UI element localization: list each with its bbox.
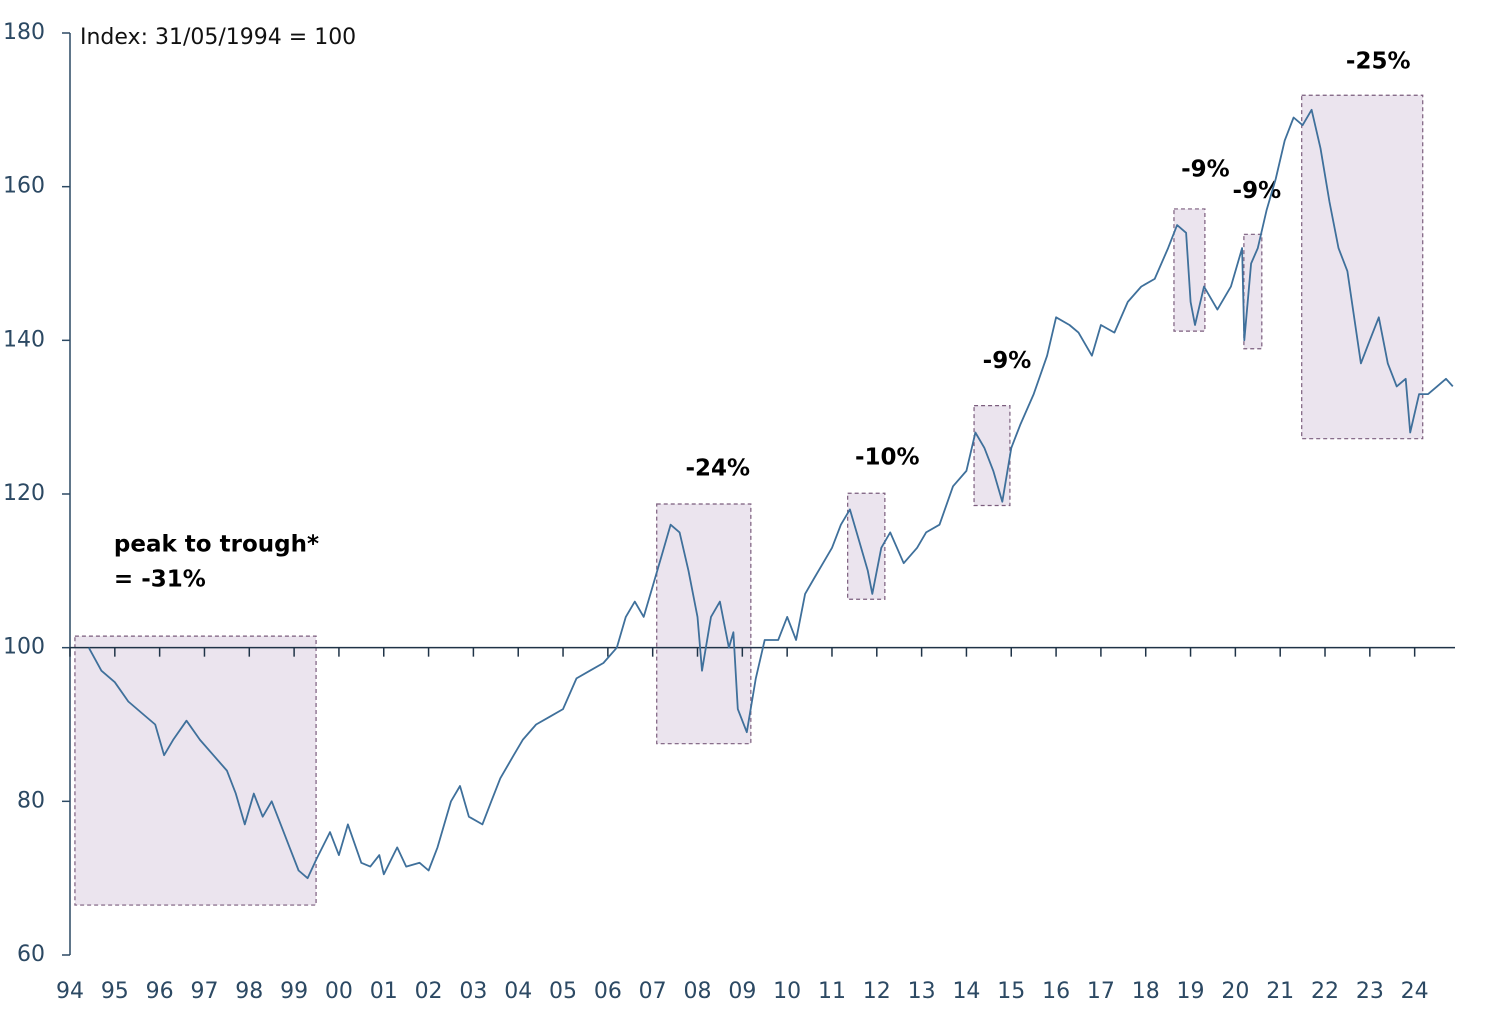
- x-tick-label: 97: [190, 979, 218, 1004]
- x-tick-label: 21: [1266, 979, 1294, 1004]
- x-tick-label: 98: [235, 979, 263, 1004]
- y-tick-label: 100: [3, 635, 45, 660]
- drawdown-label: -9%: [1181, 156, 1230, 182]
- x-tick-label: 18: [1132, 979, 1160, 1004]
- drawdown-label: = -31%: [114, 567, 206, 593]
- x-tick-label: 19: [1177, 979, 1205, 1004]
- drawdown-box: [1173, 208, 1206, 332]
- drawdown-box: [74, 635, 317, 906]
- x-tick-label: 12: [863, 979, 891, 1004]
- x-tick-label: 02: [415, 979, 443, 1004]
- drawdown-box: [1243, 233, 1263, 350]
- y-tick-label: 140: [3, 327, 45, 352]
- x-tick-label: 03: [459, 979, 487, 1004]
- x-tick-label: 07: [639, 979, 667, 1004]
- x-tick-label: 01: [370, 979, 398, 1004]
- drawdown-label: -9%: [1233, 178, 1282, 204]
- index-line: [88, 108, 1454, 880]
- drawdown-box: [847, 492, 886, 600]
- x-tick-label: 99: [280, 979, 308, 1004]
- y-tick-label: 180: [3, 20, 45, 45]
- y-tick-label: 80: [17, 788, 45, 813]
- drawdown-label: -25%: [1346, 49, 1411, 75]
- y-tick-label: 60: [17, 942, 45, 967]
- x-tick-label: 20: [1221, 979, 1249, 1004]
- x-tick-label: 14: [952, 979, 980, 1004]
- x-tick-label: 10: [773, 979, 801, 1004]
- drawdown-label: -10%: [855, 445, 920, 471]
- y-tick-label: 160: [3, 174, 45, 199]
- x-tick-label: 94: [56, 979, 84, 1004]
- x-tick-label: 22: [1311, 979, 1339, 1004]
- x-tick-label: 15: [997, 979, 1025, 1004]
- x-tick-label: 05: [549, 979, 577, 1004]
- x-tick-label: 96: [146, 979, 174, 1004]
- x-tick-label: 09: [728, 979, 756, 1004]
- x-tick-label: 08: [684, 979, 712, 1004]
- x-tick-label: 00: [325, 979, 353, 1004]
- drawdown-label: peak to trough*: [114, 532, 319, 558]
- subtitle: Index: 31/05/1994 = 100: [80, 25, 356, 50]
- x-tick-label: 17: [1087, 979, 1115, 1004]
- x-tick-label: 06: [594, 979, 622, 1004]
- drawdown-label: -24%: [685, 455, 750, 481]
- x-tick-label: 95: [101, 979, 129, 1004]
- drawdown-label: -9%: [983, 348, 1032, 374]
- x-tick-label: 13: [908, 979, 936, 1004]
- x-tick-label: 04: [504, 979, 532, 1004]
- drawdown-box: [656, 503, 752, 745]
- x-tick-label: 11: [818, 979, 846, 1004]
- x-tick-label: 23: [1356, 979, 1384, 1004]
- y-tick-label: 120: [3, 481, 45, 506]
- x-tick-label: 24: [1401, 979, 1429, 1004]
- x-tick-label: 16: [1042, 979, 1070, 1004]
